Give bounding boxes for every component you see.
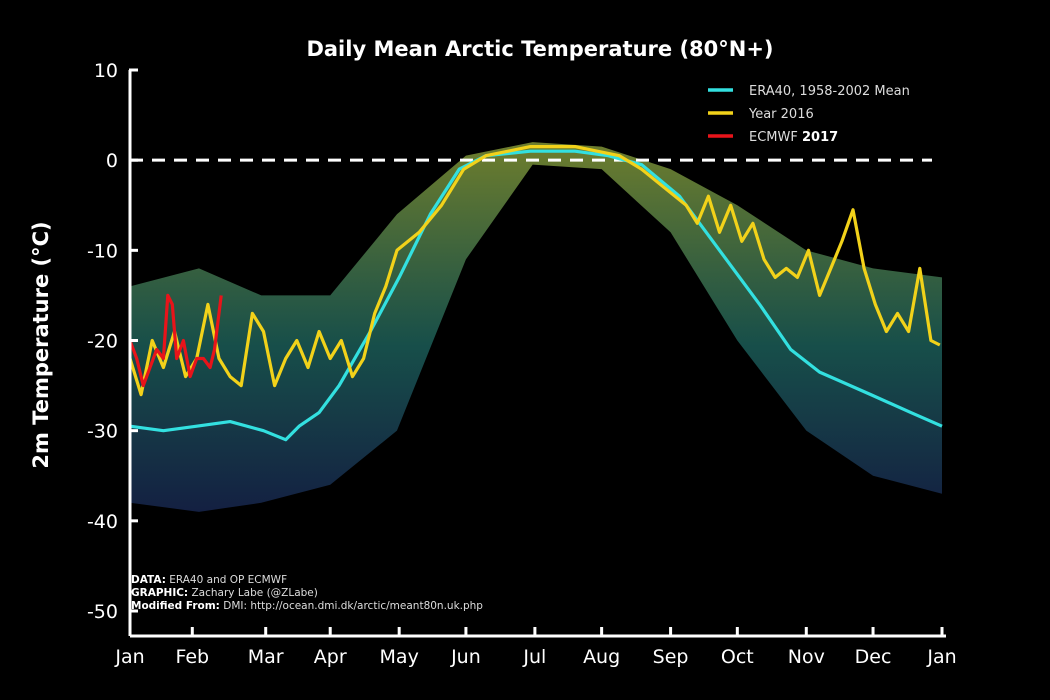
y-tick-label: -20	[87, 331, 118, 353]
credit-data: DATA: ERA40 and OP ECMWF	[131, 574, 287, 586]
y-tick-label: -40	[87, 511, 118, 533]
x-tick-label: Dec	[855, 646, 892, 668]
y-tick-label: 0	[106, 150, 118, 172]
x-tick-label: Mar	[248, 646, 284, 668]
x-tick-label: Nov	[788, 646, 825, 668]
x-tick-label: Apr	[314, 646, 347, 668]
legend-label-2016: Year 2016	[748, 107, 814, 122]
y-tick-label: -30	[87, 421, 118, 443]
chart-title: Daily Mean Arctic Temperature (80°N+)	[306, 37, 773, 61]
x-tick-label: Jan	[114, 646, 144, 668]
credit-source: Modified From: DMI: http://ocean.dmi.dk/…	[131, 600, 483, 612]
year-2016-line	[128, 145, 941, 397]
legend-label-era40: ERA40, 1958-2002 Mean	[749, 84, 910, 99]
x-tick-label: Oct	[721, 646, 754, 668]
y-tick-label: 10	[94, 60, 118, 82]
x-tick-label: Jun	[450, 646, 481, 668]
y-tick-label: -10	[87, 240, 118, 262]
legend: ERA40, 1958-2002 Mean Year 2016 ECMWF 20…	[708, 84, 910, 145]
credit-graphic: GRAPHIC: Zachary Labe (@ZLabe)	[131, 587, 318, 599]
legend-label-2017: ECMWF 2017	[749, 130, 838, 145]
x-tick-label: Feb	[175, 646, 209, 668]
x-tick-label: Jan	[926, 646, 956, 668]
credits: DATA: ERA40 and OP ECMWF GRAPHIC: Zachar…	[131, 574, 483, 612]
x-tick-label: May	[380, 646, 419, 668]
y-tick-label: -50	[87, 601, 118, 623]
y-axis-label: 2m Temperature (°C)	[29, 221, 53, 468]
ecmwf-2017-line	[128, 293, 223, 388]
x-tick-label: Sep	[653, 646, 689, 668]
x-tick-label: Aug	[583, 646, 620, 668]
x-tick-label: Jul	[522, 646, 546, 668]
